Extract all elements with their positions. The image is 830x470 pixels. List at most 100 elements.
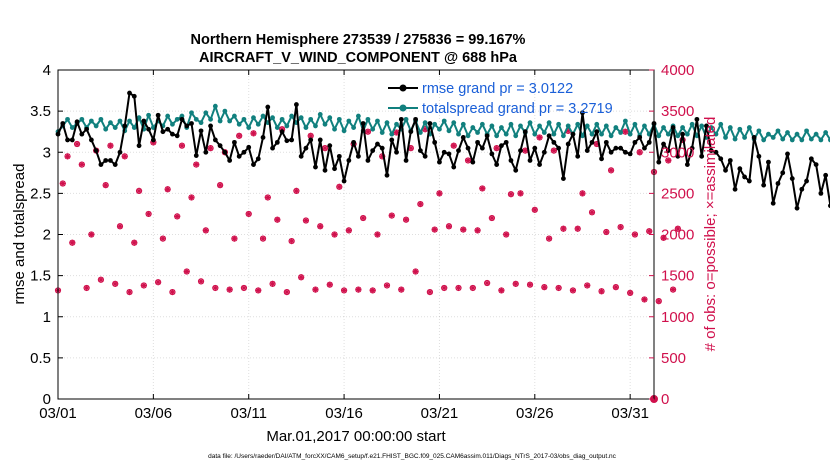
point-totalspread — [280, 117, 285, 122]
obs-assimilated-point — [217, 182, 223, 188]
point-rmse — [408, 129, 413, 134]
y-tick-label: 1 — [43, 309, 51, 326]
point-totalspread — [499, 125, 504, 130]
x-tick-label: 03/26 — [516, 405, 554, 422]
point-rmse — [599, 156, 604, 161]
point-rmse — [771, 201, 776, 206]
point-totalspread — [385, 120, 390, 125]
obs-assimilated-point — [146, 211, 152, 217]
point-totalspread — [404, 117, 409, 122]
obs-assimilated-point — [355, 287, 361, 293]
point-rmse — [799, 187, 804, 192]
obs-assimilated-point — [117, 223, 123, 229]
point-totalspread — [566, 124, 571, 129]
point-totalspread — [170, 122, 175, 127]
point-totalspread — [742, 135, 747, 140]
obs-assimilated-point — [341, 287, 347, 293]
point-totalspread — [299, 115, 304, 120]
point-rmse — [184, 124, 189, 129]
legend-marker-rmse — [400, 85, 407, 92]
obs-assimilated-point — [122, 153, 128, 159]
obs-assimilated-point — [413, 269, 419, 275]
point-totalspread — [366, 117, 371, 122]
obs-assimilated-point — [537, 134, 543, 140]
obs-assimilated-point — [60, 181, 66, 187]
obs-assimilated-point — [441, 285, 447, 291]
point-rmse — [613, 146, 618, 151]
point-totalspread — [466, 133, 471, 138]
point-rmse — [156, 113, 161, 118]
legend-marker-totalspread — [400, 105, 407, 112]
point-rmse — [728, 158, 733, 163]
point-rmse — [571, 132, 576, 137]
point-totalspread — [451, 120, 456, 125]
point-rmse — [122, 124, 127, 129]
point-rmse — [475, 140, 480, 145]
obs-assimilated-point — [98, 277, 104, 283]
obs-assimilated-point — [618, 224, 624, 230]
point-rmse — [790, 176, 795, 181]
point-rmse — [480, 146, 485, 151]
chart: Northern Hemisphere 273539 / 275836 = 99… — [0, 0, 830, 470]
obs-assimilated-point — [255, 287, 261, 293]
point-rmse — [385, 173, 390, 178]
point-totalspread — [208, 117, 213, 122]
obs-assimilated-point — [69, 240, 75, 246]
point-rmse — [370, 148, 375, 153]
point-rmse — [399, 117, 404, 122]
obs-assimilated-point — [627, 290, 633, 296]
point-rmse — [127, 91, 132, 96]
obs-assimilated-point — [646, 228, 652, 234]
point-totalspread — [551, 132, 556, 137]
obs-assimilated-point — [184, 269, 190, 275]
point-totalspread — [613, 125, 618, 130]
y-right-tick-label: 0 — [661, 391, 669, 408]
point-totalspread — [776, 128, 781, 133]
point-totalspread — [680, 125, 685, 130]
y-right-tick-label: 1000 — [661, 309, 694, 326]
point-totalspread — [370, 127, 375, 132]
point-rmse — [756, 154, 761, 159]
point-rmse — [132, 94, 137, 99]
obs-assimilated-point — [632, 232, 638, 238]
point-rmse — [137, 143, 142, 148]
obs-assimilated-point — [551, 148, 557, 154]
point-totalspread — [475, 130, 480, 135]
point-rmse — [418, 148, 423, 153]
obs-assimilated-point — [317, 223, 323, 229]
obs-assimilated-point — [208, 145, 214, 151]
point-totalspread — [284, 124, 289, 129]
point-totalspread — [146, 113, 151, 118]
point-totalspread — [594, 122, 599, 127]
point-totalspread — [165, 114, 170, 119]
obs-assimilated-point — [532, 207, 538, 213]
obs-assimilated-point — [65, 153, 71, 159]
point-totalspread — [604, 124, 609, 129]
point-totalspread — [313, 124, 318, 129]
point-totalspread — [356, 114, 361, 119]
point-rmse — [494, 162, 499, 167]
point-totalspread — [528, 120, 533, 125]
x-tick-label: 03/21 — [421, 405, 459, 422]
point-totalspread — [127, 119, 132, 124]
point-rmse — [575, 154, 580, 159]
point-rmse — [604, 140, 609, 145]
point-rmse — [170, 132, 175, 137]
point-rmse — [585, 148, 590, 153]
obs-assimilated-point — [169, 289, 175, 295]
point-rmse — [199, 128, 204, 133]
y-axis-label: rmse and totalspread — [11, 164, 28, 305]
obs-assimilated-point — [599, 288, 605, 294]
point-rmse — [485, 133, 490, 138]
obs-assimilated-point — [451, 143, 457, 149]
point-rmse — [280, 129, 285, 134]
point-rmse — [513, 168, 518, 173]
point-rmse — [389, 138, 394, 143]
point-rmse — [470, 160, 475, 165]
obs-assimilated-point — [541, 284, 547, 290]
point-rmse — [633, 140, 638, 145]
point-rmse — [208, 124, 213, 129]
point-rmse — [766, 160, 771, 165]
obs-assimilated-point — [365, 129, 371, 135]
point-rmse — [556, 146, 561, 151]
